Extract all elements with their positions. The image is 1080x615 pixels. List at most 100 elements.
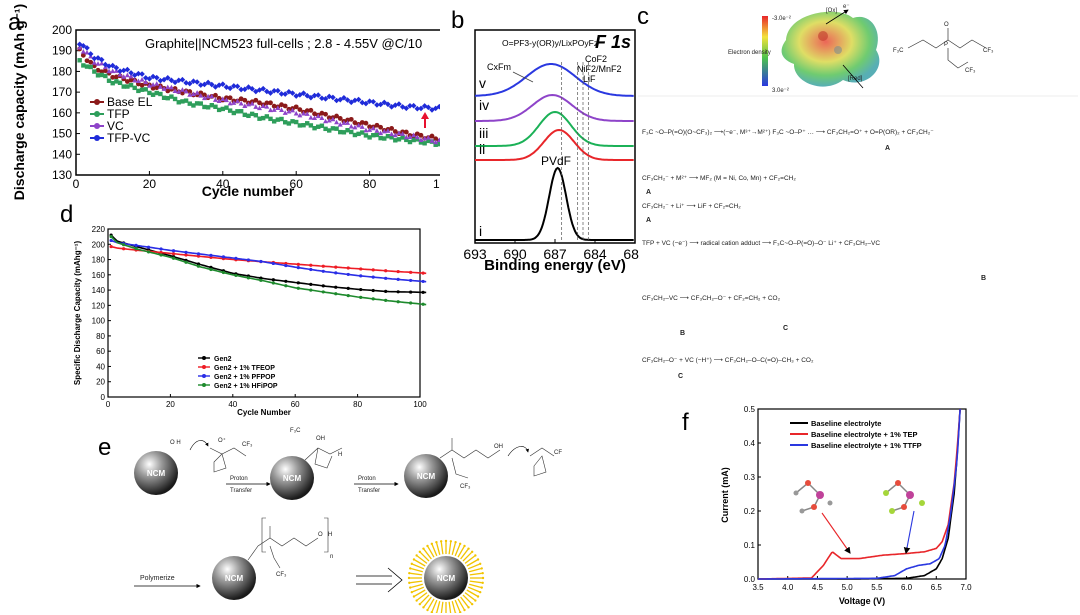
- chart-a-point: [411, 137, 416, 143]
- coating-ray-tip: [481, 581, 484, 585]
- svg-text:O: O: [318, 532, 323, 538]
- chart-a-point: [231, 110, 237, 116]
- chart-a-point: [257, 116, 262, 121]
- chart-a-point: [389, 135, 394, 140]
- chart-a-point: [187, 89, 193, 94]
- chart-a-point: [231, 83, 237, 89]
- chart-a-point: [238, 100, 244, 106]
- ttfp-arrow: [903, 510, 915, 555]
- chart-b-label-i: i: [479, 223, 482, 239]
- coating-ray: [410, 572, 423, 576]
- chart-a-ytick-label: 200: [52, 23, 72, 37]
- coating-ray-tip: [476, 595, 480, 598]
- coating-ray-tip: [408, 581, 411, 585]
- chart-f-xtick-label: 5.0: [842, 583, 854, 592]
- chart-a-point: [84, 49, 90, 55]
- chart-d-point: [371, 268, 375, 272]
- chart-d-series-3: [109, 238, 427, 284]
- chart-f-xtick-label: 6.0: [901, 583, 913, 592]
- coating-ray-tip: [430, 610, 434, 613]
- chart-b-title: F 1s: [595, 32, 631, 52]
- chart-f-ytick-label: 0.0: [744, 575, 756, 584]
- chart-b-xlabel: Binding energy (eV): [484, 257, 626, 274]
- chart-a-point: [400, 135, 405, 140]
- chart-a-point: [117, 80, 123, 86]
- chart-d-ytick-label: 220: [92, 225, 106, 234]
- chart-a-point: [186, 80, 193, 87]
- coating-ray-tip: [474, 554, 477, 557]
- chart-a-point: [264, 104, 270, 109]
- chart-d-point: [196, 262, 201, 266]
- chart-a-point: [128, 77, 134, 83]
- chart-a-point: [205, 93, 211, 99]
- coating-ray: [457, 546, 465, 558]
- chart-a-point: [436, 137, 440, 143]
- transfer-label-1: Transfer: [230, 488, 252, 494]
- chart-d-ytick-label: 120: [92, 301, 106, 310]
- ncm-label-3: NCM: [417, 472, 436, 481]
- ncm-label-2: NCM: [283, 474, 302, 483]
- coating-ray-tip: [415, 599, 418, 602]
- esp-axis-label: Electron density: [728, 50, 771, 56]
- chart-a-point: [153, 74, 160, 81]
- hollow-arrow: [356, 567, 403, 593]
- chart-a-point: [308, 94, 314, 101]
- svg-text:CF₃: CF₃: [460, 484, 471, 490]
- chart-a-point: [429, 138, 435, 143]
- coating-ray-tip: [467, 547, 470, 550]
- chart-a-point: [271, 87, 277, 94]
- label-C-2: C: [678, 373, 683, 380]
- coating-ray-tip: [412, 558, 416, 561]
- polymerize-label: Polymerize: [140, 575, 175, 582]
- chart-a-point: [198, 90, 204, 96]
- chart-d-point: [122, 247, 126, 251]
- chart-d-point: [334, 271, 338, 275]
- chart-a-point: [396, 101, 402, 107]
- chart-a-point: [382, 136, 387, 141]
- chart-d-point: [346, 266, 350, 270]
- chart-a-point: [345, 128, 350, 133]
- chart-a-point: [95, 73, 101, 78]
- chart-a-point: [377, 101, 384, 108]
- chart-d-point: [359, 287, 363, 292]
- chart-a-point: [323, 111, 328, 117]
- chart-d-series-4: [109, 235, 427, 306]
- chart-a-point: [158, 91, 163, 97]
- chart-f-ytick-label: 0.3: [744, 473, 756, 482]
- chart-a-point: [319, 115, 325, 121]
- chart-a-point: [330, 116, 336, 122]
- coating-ray-tip: [418, 550, 422, 554]
- polymer-subscript-n: n: [330, 554, 333, 560]
- chart-a-point: [297, 107, 303, 112]
- chart-a-point: [202, 92, 207, 98]
- svg-text:H: H: [338, 452, 342, 458]
- chart-a-point: [341, 120, 347, 125]
- chart-a-point: [437, 141, 440, 147]
- chart-a-point: [260, 103, 266, 109]
- chart-a-xtick-label: 20: [143, 177, 157, 191]
- chart-d-xtick-label: 80: [353, 400, 362, 409]
- chart-a-point: [216, 98, 222, 103]
- chart-d-line: [110, 245, 427, 275]
- chart-d-point: [421, 302, 425, 306]
- chart-a-legend-label: TFP: [107, 107, 130, 121]
- chart-d-point: [409, 278, 413, 283]
- coating-ray-tip: [422, 547, 425, 550]
- chart-a-point: [356, 131, 361, 137]
- chart-a-point: [393, 138, 398, 143]
- chart-d-ytick-label: 140: [92, 286, 106, 295]
- chart-a-point: [433, 136, 439, 142]
- chart-a-point: [414, 134, 420, 140]
- chart-a-point: [194, 79, 200, 85]
- chart-a-ytick-label: 170: [52, 85, 72, 99]
- chart-a-point: [146, 76, 153, 82]
- chart-d-point: [284, 263, 288, 268]
- chart-a-point: [290, 119, 295, 124]
- chart-a-point: [282, 110, 288, 115]
- chart-a-point: [194, 101, 200, 106]
- label-A-1: A: [885, 145, 890, 152]
- chart-a-point: [426, 138, 431, 144]
- chart-a-point: [374, 102, 380, 108]
- chart-a-point: [80, 49, 86, 54]
- svg-text:CF₃: CF₃: [965, 68, 976, 74]
